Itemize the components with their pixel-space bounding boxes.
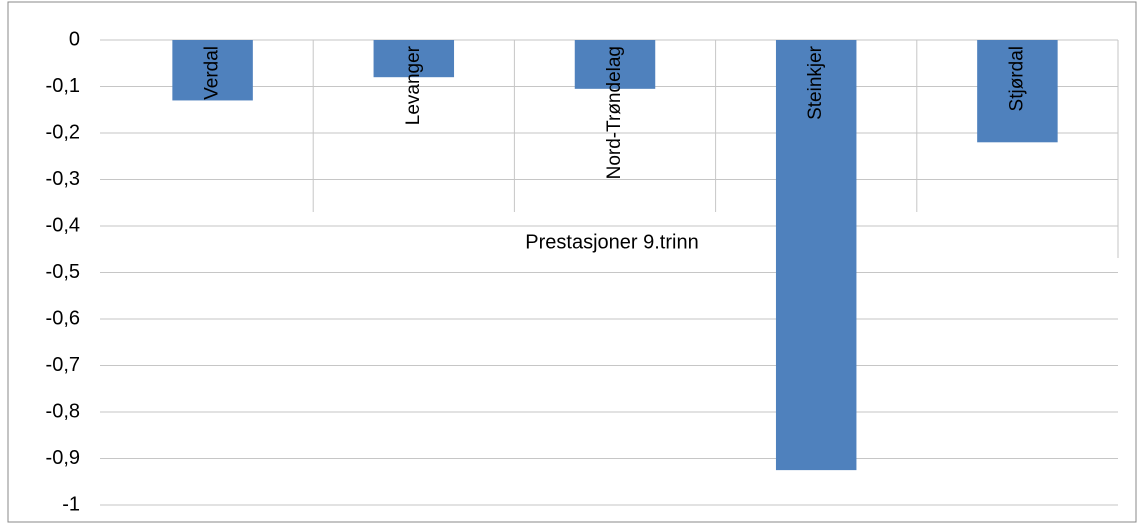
y-tick-label: -0,4 <box>46 214 80 236</box>
y-tick-label: -0,2 <box>46 121 80 143</box>
y-tick-label: -0,9 <box>46 447 80 469</box>
x-tick-label: Steinkjer <box>805 45 826 120</box>
y-tick-label: -0,3 <box>46 168 80 190</box>
chart-border <box>7 1 1137 523</box>
bar <box>373 40 455 78</box>
x-tick-label: Verdal <box>202 46 223 100</box>
bar <box>574 40 656 89</box>
x-tick-label: Stjørdal <box>1006 46 1027 111</box>
y-tick-label: 0 <box>69 28 80 50</box>
y-tick-label: -0,7 <box>46 354 80 376</box>
x-tick-label: Levanger <box>403 45 424 125</box>
y-tick-label: -0,1 <box>46 75 80 97</box>
y-tick-label: -1 <box>62 493 80 515</box>
x-axis-title: Prestasjoner 9.trinn <box>525 231 698 253</box>
y-tick-label: -0,6 <box>46 307 80 329</box>
bar <box>172 40 253 101</box>
y-tick-label: -0,5 <box>46 261 80 283</box>
bar <box>775 40 857 471</box>
bar <box>977 40 1058 143</box>
y-tick-label: -0,8 <box>46 400 80 422</box>
x-tick-label: Nord-Trøndelag <box>604 46 625 179</box>
